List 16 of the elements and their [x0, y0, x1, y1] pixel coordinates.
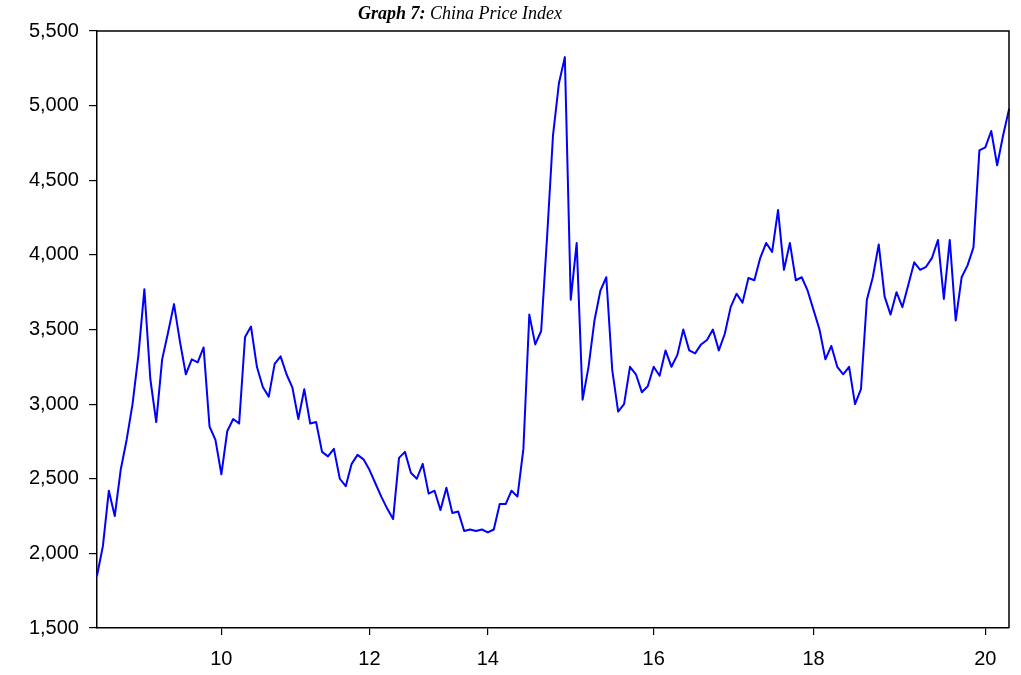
x-tick-label: 12: [358, 646, 381, 669]
y-tick-label: 1,500: [28, 615, 79, 638]
y-tick-label: 2,000: [28, 540, 79, 563]
y-tick-label: 3,000: [28, 391, 79, 414]
chart-title: Graph 7: China Price Index: [357, 3, 563, 23]
y-tick-label: 5,500: [28, 18, 79, 41]
y-tick-label: 2,500: [28, 466, 79, 489]
x-tick-label: 10: [210, 646, 233, 669]
y-tick-label: 4,500: [28, 167, 79, 190]
x-tick-label: 16: [642, 646, 665, 669]
y-tick-label: 5,000: [28, 93, 79, 116]
y-tick-label: 4,000: [28, 242, 79, 265]
y-tick-label: 3,500: [28, 317, 79, 340]
x-tick-label: 20: [974, 646, 997, 669]
x-tick-label: 18: [802, 646, 825, 669]
x-tick-label: 14: [476, 646, 499, 669]
